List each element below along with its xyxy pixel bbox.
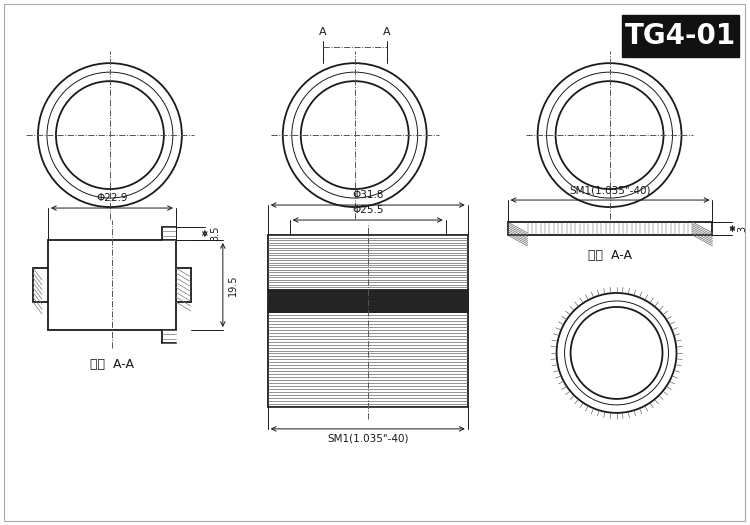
Text: Φ22.9: Φ22.9: [96, 193, 128, 203]
Text: 3: 3: [737, 225, 748, 232]
Text: 19.5: 19.5: [228, 274, 238, 296]
Text: 截面  A-A: 截面 A-A: [588, 249, 632, 262]
Text: Φ31.8: Φ31.8: [352, 190, 383, 200]
Text: SM1(1.035"-40): SM1(1.035"-40): [327, 434, 409, 444]
Text: A: A: [383, 27, 391, 37]
Text: A: A: [319, 27, 326, 37]
Text: Φ25.5: Φ25.5: [352, 205, 383, 215]
Text: 3.5: 3.5: [210, 226, 220, 241]
Text: TG4-01: TG4-01: [625, 22, 736, 50]
Text: 截面  A-A: 截面 A-A: [90, 358, 134, 371]
Bar: [622, 15, 740, 57]
Text: SM1(1.035"-40): SM1(1.035"-40): [569, 185, 651, 195]
